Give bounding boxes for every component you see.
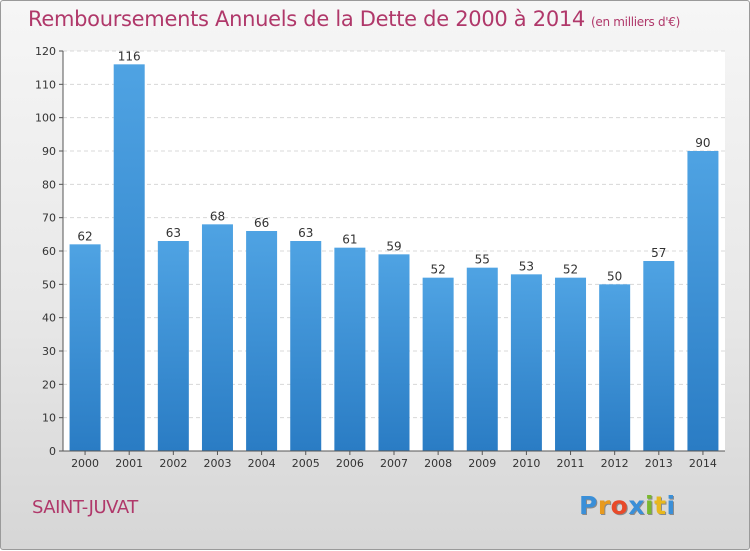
bar-2013 [643, 261, 675, 451]
y-tick-label: 60 [42, 245, 56, 258]
y-tick-label: 10 [42, 412, 56, 425]
logo-letter: i [666, 491, 676, 520]
bar-2002 [157, 241, 189, 451]
logo-letter: P [579, 491, 598, 520]
y-tick-label: 110 [35, 78, 56, 91]
bar-2014 [687, 151, 719, 451]
x-tick-label-2006: 2006 [336, 457, 364, 470]
y-tick-label: 30 [42, 345, 56, 358]
x-tick-label-2008: 2008 [424, 457, 452, 470]
y-tick-label: 20 [42, 378, 56, 391]
y-tick-label: 40 [42, 312, 56, 325]
logo-letter: x [628, 491, 645, 520]
chart-unit: (en milliers d'€) [591, 15, 681, 29]
x-tick-label-2009: 2009 [468, 457, 496, 470]
x-tick-label-2012: 2012 [601, 457, 629, 470]
data-label-2000: 62 [77, 229, 92, 243]
proxiti-logo: Proxiti [579, 491, 676, 520]
logo-letter: i [645, 491, 655, 520]
y-tick-label: 70 [42, 212, 56, 225]
x-tick-label-2002: 2002 [159, 457, 187, 470]
bar-2008 [422, 277, 454, 451]
chart-title-text: Remboursements Annuels de la Dette de 20… [28, 7, 585, 31]
data-label-2012: 50 [607, 269, 622, 283]
bar-2004 [246, 231, 278, 451]
bar-2011 [555, 277, 587, 451]
data-label-2010: 53 [519, 259, 534, 273]
data-label-2001: 116 [118, 49, 141, 63]
y-tick-label: 120 [35, 45, 56, 58]
chart-title: Remboursements Annuels de la Dette de 20… [28, 7, 680, 31]
x-tick-label-2014: 2014 [689, 457, 717, 470]
y-tick-label: 50 [42, 278, 56, 291]
data-label-2013: 57 [651, 246, 666, 260]
x-tick-label-2005: 2005 [292, 457, 320, 470]
x-tick-label-2001: 2001 [115, 457, 143, 470]
data-label-2008: 52 [430, 263, 445, 277]
data-label-2003: 68 [210, 209, 225, 223]
bar-2012 [599, 284, 631, 451]
x-tick-label-2003: 2003 [203, 457, 231, 470]
bar-2010 [510, 274, 542, 451]
x-tick-label-2004: 2004 [248, 457, 276, 470]
bar-2007 [378, 254, 410, 451]
data-label-2006: 61 [342, 233, 357, 247]
bar-2009 [466, 267, 498, 451]
data-label-2014: 90 [695, 136, 710, 150]
y-tick-label: 100 [35, 112, 56, 125]
x-tick-label-2013: 2013 [645, 457, 673, 470]
x-tick-label-2010: 2010 [512, 457, 540, 470]
bar-2001 [113, 64, 145, 452]
y-tick-label: 80 [42, 178, 56, 191]
bar-2006 [334, 247, 366, 451]
data-label-2009: 55 [475, 253, 490, 267]
bar-2000 [69, 244, 101, 451]
logo-letter: t [654, 491, 667, 520]
data-label-2004: 66 [254, 216, 269, 230]
logo-letter: r [597, 491, 611, 520]
y-tick-label: 0 [49, 445, 56, 458]
data-label-2002: 63 [166, 226, 181, 240]
data-label-2007: 59 [386, 239, 401, 253]
x-tick-label-2000: 2000 [71, 457, 99, 470]
data-label-2005: 63 [298, 226, 313, 240]
y-tick-label: 90 [42, 145, 56, 158]
bar-2005 [290, 241, 322, 451]
data-label-2011: 52 [563, 263, 578, 277]
bar-2003 [201, 224, 233, 451]
logo-letter: o [610, 491, 629, 520]
commune-name: SAINT-JUVAT [32, 497, 138, 518]
x-tick-label-2011: 2011 [557, 457, 585, 470]
x-tick-label-2007: 2007 [380, 457, 408, 470]
